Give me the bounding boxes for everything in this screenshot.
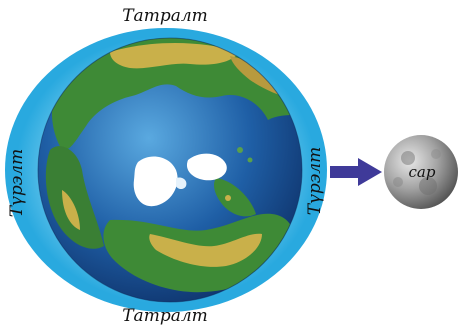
label-left: Түрэлт — [7, 148, 27, 218]
arrow-right-icon — [330, 158, 382, 186]
label-right: Түрэлт — [305, 146, 325, 216]
label-moon: сар — [408, 163, 436, 181]
earth-globe — [37, 37, 303, 303]
moon — [384, 135, 458, 209]
label-top: Татралт — [122, 6, 208, 26]
label-bottom: Татралт — [122, 306, 208, 326]
